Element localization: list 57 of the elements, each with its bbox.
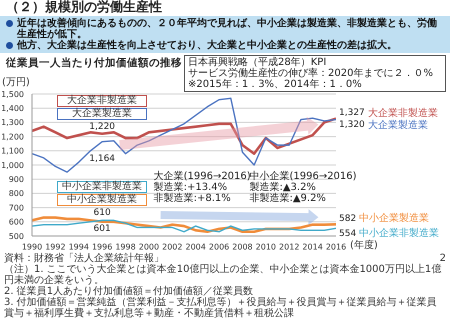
line-series	[32, 117, 336, 155]
text: 中小企業製造業	[359, 213, 430, 224]
y-tick-label: 1,400	[1, 104, 24, 114]
data-label: 1,327	[339, 108, 365, 118]
text: 中小企業非製造業	[62, 181, 142, 192]
y-tick-label: 1,500	[1, 90, 24, 99]
text: 中小企業非製造業	[359, 228, 440, 240]
annotation: 大企業(1996→2016) 製造業:+13.4% 非製造業:+8.1%	[154, 170, 251, 204]
text: 資料：財務省「法人企業統計年報」	[4, 253, 164, 264]
text: 大企業製造業	[368, 120, 428, 131]
data-label: 554	[339, 228, 356, 239]
x-tick-label: 1994	[68, 242, 89, 252]
data-label: 582	[339, 214, 356, 224]
x-tick-label: 1998	[115, 242, 136, 252]
x-tick-label: 2008	[232, 242, 253, 252]
y-tick-label: 1,000	[1, 160, 24, 170]
text: 2. 従業員1人あたり付加価値額＝付加価値額／従業員数	[4, 286, 254, 297]
x-tick-label: 2000	[138, 242, 160, 252]
text: 大企業非製造業	[57, 95, 148, 107]
y-axis-title: (万円)	[2, 77, 30, 88]
text: 従業員一人当たり付加価値額の推移	[6, 57, 182, 70]
text: 他方、大企業は生産性を向上させており、大企業と中小企業との生産性の差は拡大。	[16, 40, 398, 51]
data-label: 1,320	[339, 120, 365, 130]
x-tick-label: 2010	[256, 242, 276, 252]
text: 2	[440, 253, 446, 264]
data-label: 610	[92, 208, 112, 218]
text: 3. 付加価値額＝営業純益（営業利益－支払利息等）＋役員給与＋役員賞与＋従業員給与＋従業員賞与＋福利厚生費＋支払利息等＋動産・不動産賃借料＋租税公課	[4, 297, 438, 319]
x-tick-label: 1992	[45, 242, 66, 252]
x-tick-label: 2016	[326, 242, 346, 252]
text: 大企業製造業	[57, 108, 148, 120]
chart-title: （２）規模別の労働生産性	[6, 0, 162, 15]
x-tick-label: 1996	[92, 242, 112, 252]
x-tick-label: 1990	[22, 242, 42, 252]
chart-subtitle: 近年は改善傾向にあるものの、２０年平均で見れば、中小企業は製造業、非製造業とも、労働生産性が低下。	[16, 18, 438, 40]
text: （注）1. ここでいう大企業とは資本金10億円以上の企業、中小企業とは資本金1000万円以上1億円未満の企業をいう。	[4, 264, 442, 286]
series-label: 中小企業製造業	[57, 194, 148, 206]
x-tick-label: 2012	[279, 242, 300, 252]
y-tick-label: 600	[8, 218, 24, 227]
x-tick-label: 2006	[208, 242, 230, 252]
y-tick-label: 1,100	[1, 146, 24, 156]
line-series	[32, 220, 336, 232]
text: 日本再興戦略（平成28年）KPI サービス労働生産性の伸び率：2020年までに２．０% ※2015年：1．3%、2014年：1．0%	[188, 57, 434, 90]
x-axis-title: (年度)	[350, 240, 378, 251]
data-label: 1,164	[88, 154, 116, 164]
y-tick-label: 1,300	[1, 118, 24, 128]
y-tick-label: 900	[8, 175, 24, 184]
y-tick-label: 800	[8, 189, 24, 198]
x-tick-label: 2014	[302, 242, 323, 252]
y-tick-label: 1,200	[1, 132, 24, 142]
y-tick-label: 700	[8, 203, 24, 212]
x-tick-label: 2004	[186, 242, 206, 252]
data-label: 1,220	[88, 122, 116, 132]
data-label: 601	[92, 224, 112, 234]
annotation: 中小企業(1996→2016) 製造業:▲3.2% 非製造業:▲9.2%	[249, 170, 357, 204]
y-tick-label: 500	[8, 232, 24, 241]
text: 大企業非製造業	[368, 108, 438, 119]
x-tick-label: 2002	[162, 242, 182, 252]
